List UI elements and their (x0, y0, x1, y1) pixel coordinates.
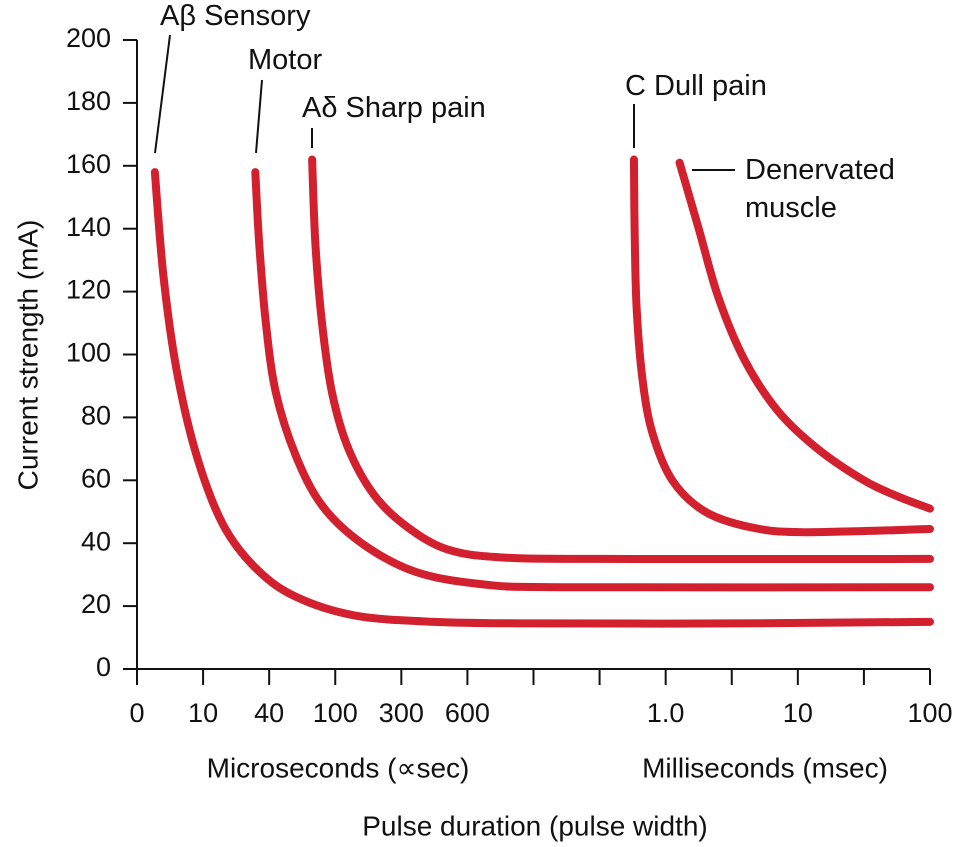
x-tick-label: 1.0 (647, 698, 685, 728)
x-tick-label: 10 (783, 698, 813, 728)
series-label: Denervated muscle (745, 154, 895, 224)
curve (308, 155, 934, 564)
x-tick-label: 40 (254, 698, 284, 728)
series-label: Motor (248, 44, 323, 76)
y-tick-label: 40 (81, 526, 111, 556)
leader-line (255, 79, 263, 154)
x-tick-label: 100 (313, 698, 358, 728)
x-tick-label: 600 (445, 698, 490, 728)
y-tick-label: 120 (66, 275, 111, 305)
y-tick-label: 0 (96, 652, 111, 682)
x-tick-label: 300 (379, 698, 424, 728)
series-label: C Dull pain (625, 70, 767, 102)
curve (150, 168, 934, 628)
curve (675, 158, 934, 513)
y-tick-label: 20 (81, 589, 111, 619)
y-tick-label: 180 (66, 86, 111, 116)
y-tick-label: 100 (66, 338, 111, 368)
series-label: Aδ Sharp pain (302, 92, 486, 124)
curve (251, 168, 934, 592)
leader-line (154, 34, 171, 154)
y-tick-label: 60 (81, 463, 111, 493)
y-tick-label: 160 (66, 149, 111, 179)
y-tick-label: 80 (81, 401, 111, 431)
x-sublabel: Microseconds (∝sec) (207, 752, 470, 783)
series-label: Aβ Sensory (160, 0, 311, 32)
curve (629, 155, 934, 537)
y-tick-label: 140 (66, 212, 111, 242)
y-axis-label: Current strength (mA) (12, 220, 43, 491)
x-tick-label: 100 (907, 698, 952, 728)
x-tick-label: 10 (188, 698, 218, 728)
y-tick-label: 200 (66, 23, 111, 53)
x-axis-label: Pulse duration (pulse width) (362, 810, 708, 841)
x-sublabel: Milliseconds (msec) (642, 752, 888, 783)
x-tick-label: 0 (129, 698, 144, 728)
